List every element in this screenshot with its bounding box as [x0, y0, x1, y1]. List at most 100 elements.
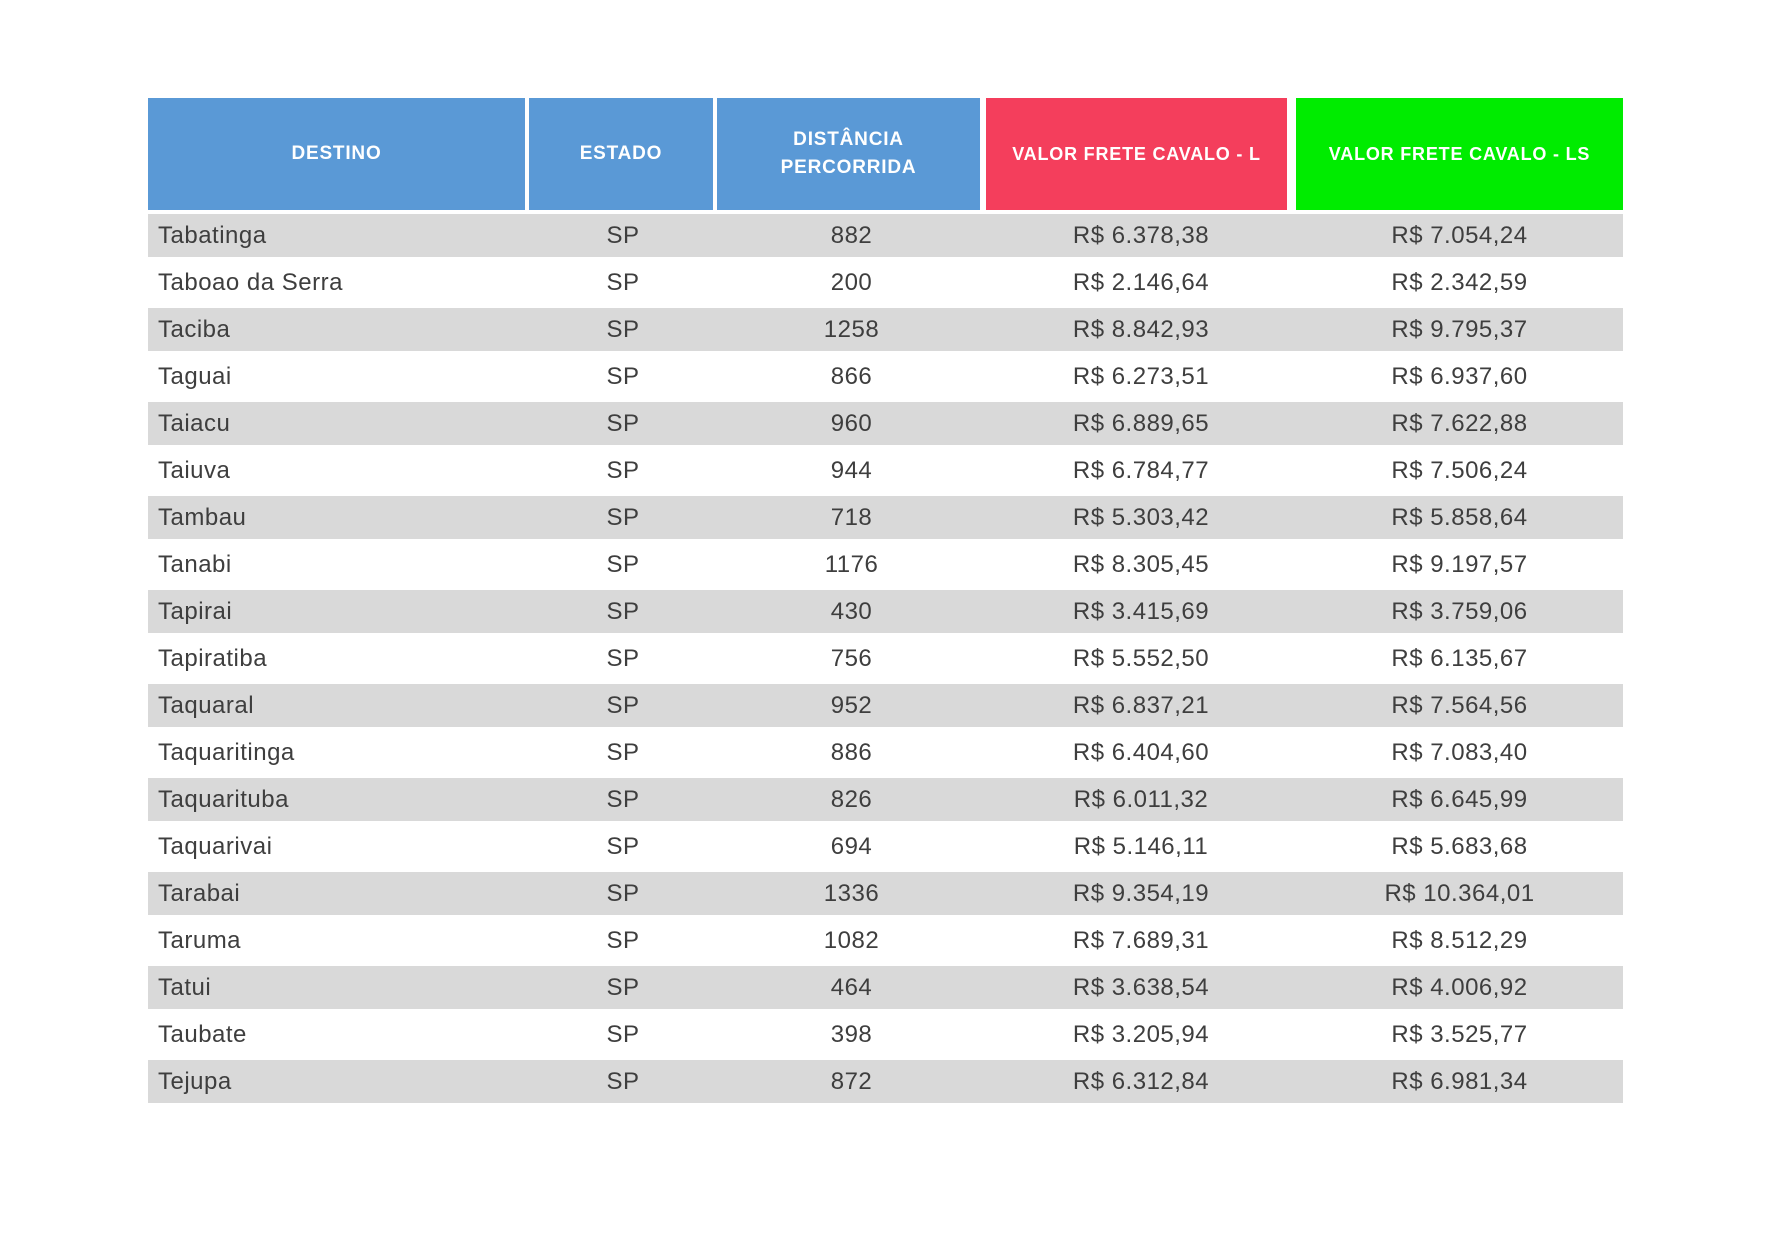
cell-estado: SP [606, 597, 640, 625]
cell-destino: Taiuva [158, 456, 231, 484]
cell-destino: Taquarituba [158, 785, 289, 813]
table-row: Tabatinga SP 882 R$ 6.378,38 R$ 7.054,24 [148, 214, 1623, 257]
cell-valor-frete-l: R$ 6.784,77 [1072, 456, 1210, 484]
cell-valor-frete-l: R$ 6.404,60 [1072, 738, 1210, 766]
cell-destino: Taiacu [158, 409, 231, 437]
cell-distancia: 866 [830, 362, 873, 390]
cell-estado: SP [606, 879, 640, 907]
cell-valor-frete-l: R$ 3.415,69 [1072, 597, 1210, 625]
cell-estado: SP [606, 973, 640, 1001]
table-row: Taruma SP 1082 R$ 7.689,31 R$ 8.512,29 [148, 919, 1623, 962]
cell-valor-frete-ls: R$ 5.683,68 [1391, 832, 1528, 860]
cell-destino: Taciba [158, 315, 231, 343]
cell-destino: Taguai [158, 362, 232, 390]
table-row: Taiacu SP 960 R$ 6.889,65 R$ 7.622,88 [148, 402, 1623, 445]
table-row: Taiuva SP 944 R$ 6.784,77 R$ 7.506,24 [148, 449, 1623, 492]
cell-destino: Tanabi [158, 550, 232, 578]
cell-destino: Tambau [158, 503, 247, 531]
cell-distancia: 886 [830, 738, 873, 766]
cell-valor-frete-ls: R$ 3.525,77 [1391, 1020, 1528, 1048]
cell-destino: Tejupa [158, 1067, 232, 1095]
cell-distancia: 826 [830, 785, 873, 813]
cell-destino: Taruma [158, 926, 242, 954]
cell-valor-frete-l: R$ 5.303,42 [1072, 503, 1210, 531]
cell-distancia: 200 [830, 268, 873, 296]
cell-valor-frete-l: R$ 6.889,65 [1072, 409, 1210, 437]
cell-distancia: 694 [830, 832, 873, 860]
table-row: Tatui SP 464 R$ 3.638,54 R$ 4.006,92 [148, 966, 1623, 1009]
cell-valor-frete-l: R$ 6.273,51 [1072, 362, 1210, 390]
cell-estado: SP [606, 738, 640, 766]
cell-valor-frete-l: R$ 9.354,19 [1072, 879, 1210, 907]
column-header-valor-frete-cavalo-ls: VALOR FRETE CAVALO - LS [1296, 98, 1623, 210]
cell-destino: Tapirai [158, 597, 233, 625]
table-row: Tapirai SP 430 R$ 3.415,69 R$ 3.759,06 [148, 590, 1623, 633]
table-row: Tapiratiba SP 756 R$ 5.552,50 R$ 6.135,67 [148, 637, 1623, 680]
cell-distancia: 1258 [823, 315, 880, 343]
table-row: Taubate SP 398 R$ 3.205,94 R$ 3.525,77 [148, 1013, 1623, 1056]
cell-estado: SP [606, 456, 640, 484]
table-row: Taciba SP 1258 R$ 8.842,93 R$ 9.795,37 [148, 308, 1623, 351]
cell-distancia: 1336 [823, 879, 880, 907]
cell-estado: SP [606, 644, 640, 672]
cell-distancia: 718 [830, 503, 873, 531]
cell-valor-frete-l: R$ 7.689,31 [1072, 926, 1210, 954]
cell-valor-frete-l: R$ 6.837,21 [1072, 691, 1210, 719]
cell-valor-frete-l: R$ 6.011,32 [1073, 785, 1209, 813]
cell-distancia: 1176 [824, 550, 879, 578]
cell-valor-frete-ls: R$ 7.622,88 [1391, 409, 1528, 437]
cell-valor-frete-ls: R$ 7.564,56 [1391, 691, 1528, 719]
cell-valor-frete-ls: R$ 6.937,60 [1391, 362, 1528, 390]
table-row: Tambau SP 718 R$ 5.303,42 R$ 5.858,64 [148, 496, 1623, 539]
cell-valor-frete-l: R$ 6.312,84 [1072, 1067, 1210, 1095]
cell-valor-frete-ls: R$ 2.342,59 [1391, 268, 1528, 296]
table-row: Taquaral SP 952 R$ 6.837,21 R$ 7.564,56 [148, 684, 1623, 727]
table-row: Tejupa SP 872 R$ 6.312,84 R$ 6.981,34 [148, 1060, 1623, 1103]
cell-distancia: 960 [830, 409, 873, 437]
table-row: Taquarivai SP 694 R$ 5.146,11 R$ 5.683,68 [148, 825, 1623, 868]
cell-valor-frete-l: R$ 5.146,11 [1073, 832, 1209, 860]
cell-destino: Tarabai [158, 879, 241, 907]
freight-table: DESTINO ESTADO DISTÂNCIA PERCORRIDA VALO… [148, 98, 1623, 1107]
cell-distancia: 872 [830, 1067, 873, 1095]
cell-estado: SP [606, 362, 640, 390]
cell-valor-frete-ls: R$ 4.006,92 [1391, 973, 1528, 1001]
cell-valor-frete-ls: R$ 7.506,24 [1391, 456, 1528, 484]
cell-valor-frete-ls: R$ 7.054,24 [1391, 221, 1528, 249]
cell-destino: Taquarivai [158, 832, 273, 860]
column-header-destino: DESTINO [148, 98, 529, 210]
cell-destino: Tapiratiba [158, 644, 268, 672]
cell-valor-frete-ls: R$ 5.858,64 [1391, 503, 1528, 531]
cell-destino: Taubate [158, 1020, 247, 1048]
cell-distancia: 1082 [823, 926, 880, 954]
cell-distancia: 944 [830, 456, 873, 484]
cell-estado: SP [606, 1067, 640, 1095]
column-header-distancia-percorrida: DISTÂNCIA PERCORRIDA [717, 98, 986, 210]
cell-distancia: 952 [830, 691, 873, 719]
cell-destino: Taquaritinga [158, 738, 295, 766]
cell-estado: SP [606, 409, 640, 437]
cell-distancia: 756 [830, 644, 873, 672]
column-header-valor-frete-cavalo-l: VALOR FRETE CAVALO - L [986, 98, 1296, 210]
cell-destino: Taquaral [158, 691, 255, 719]
cell-estado: SP [606, 315, 640, 343]
cell-destino: Tatui [158, 973, 212, 1001]
cell-valor-frete-l: R$ 3.205,94 [1072, 1020, 1210, 1048]
cell-valor-frete-l: R$ 5.552,50 [1072, 644, 1210, 672]
table-body: Tabatinga SP 882 R$ 6.378,38 R$ 7.054,24 Tabo… [148, 214, 1623, 1103]
cell-destino: Tabatinga [158, 221, 267, 249]
cell-valor-frete-ls: R$ 6.645,99 [1391, 785, 1528, 813]
cell-valor-frete-ls: R$ 8.512,29 [1391, 926, 1528, 954]
table-row: Taboao da Serra SP 200 R$ 2.146,64 R$ 2.342,… [148, 261, 1623, 304]
cell-valor-frete-ls: R$ 3.759,06 [1391, 597, 1528, 625]
cell-distancia: 398 [830, 1020, 873, 1048]
cell-estado: SP [606, 221, 640, 249]
column-header-estado: ESTADO [529, 98, 717, 210]
table-row: Taquarituba SP 826 R$ 6.011,32 R$ 6.645,99 [148, 778, 1623, 821]
table-row: Tanabi SP 1176 R$ 8.305,45 R$ 9.197,57 [148, 543, 1623, 586]
cell-valor-frete-ls: R$ 6.135,67 [1391, 644, 1528, 672]
cell-estado: SP [606, 785, 640, 813]
cell-valor-frete-l: R$ 2.146,64 [1072, 268, 1210, 296]
cell-distancia: 464 [830, 973, 873, 1001]
